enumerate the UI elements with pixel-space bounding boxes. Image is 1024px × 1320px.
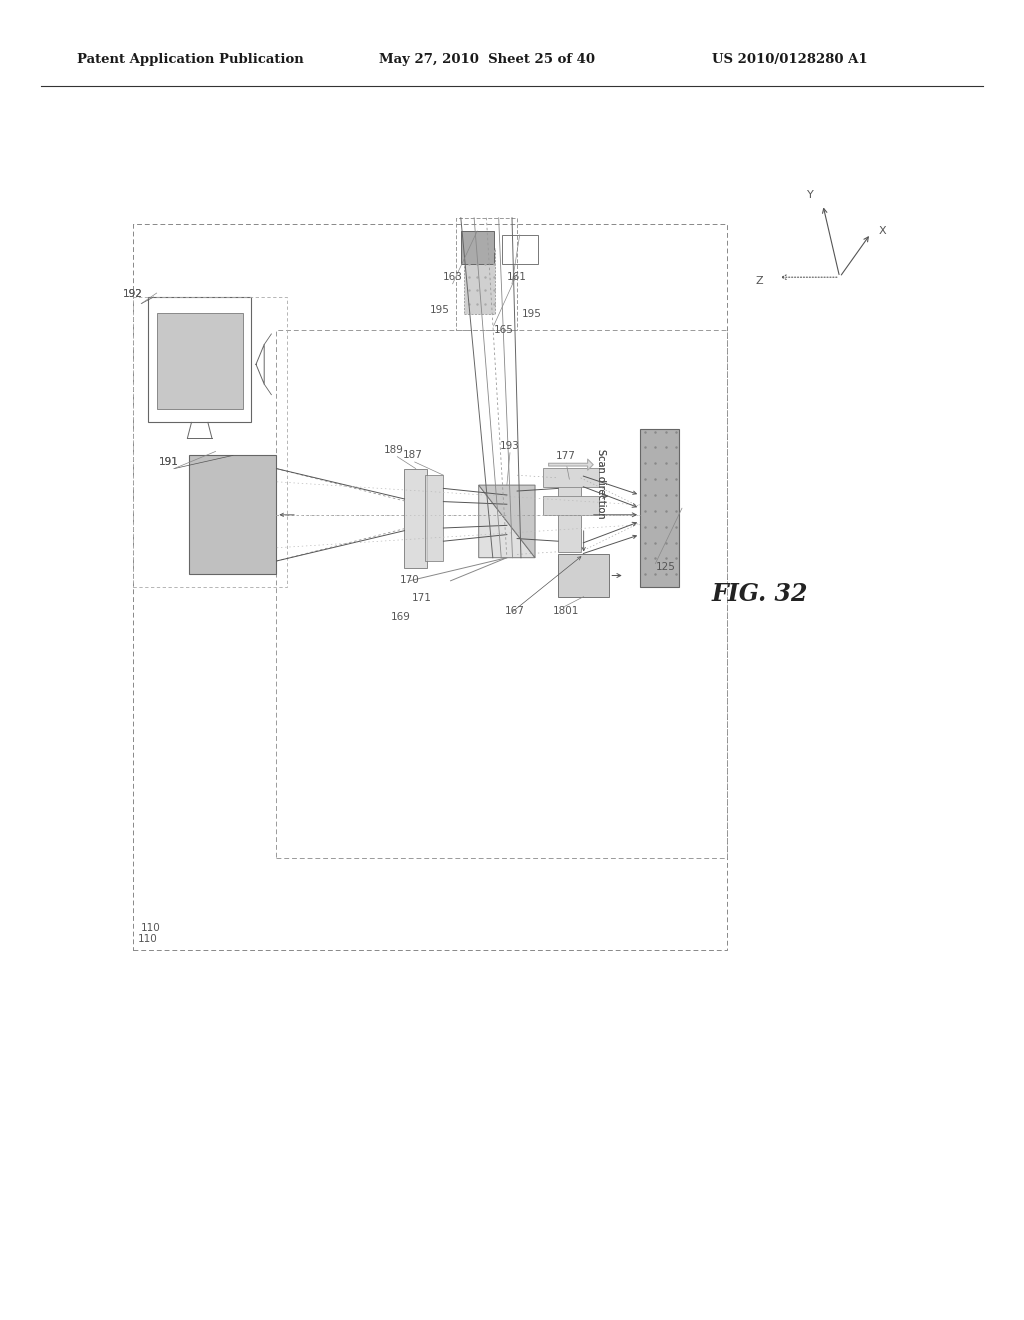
- Bar: [404, 469, 427, 568]
- Text: 192: 192: [123, 289, 142, 300]
- Text: 189: 189: [384, 445, 403, 455]
- Text: 195: 195: [430, 305, 450, 315]
- Text: 187: 187: [402, 450, 422, 461]
- Text: 177: 177: [556, 451, 575, 462]
- Text: 191: 191: [159, 457, 178, 467]
- Text: 195: 195: [522, 309, 542, 319]
- Bar: [425, 475, 443, 561]
- Text: 110: 110: [138, 933, 158, 944]
- Bar: [640, 429, 679, 587]
- Text: 191: 191: [159, 457, 178, 467]
- Bar: [543, 467, 599, 487]
- Text: Y: Y: [807, 190, 814, 201]
- Text: FIG. 32: FIG. 32: [712, 582, 808, 606]
- Bar: [456, 218, 517, 330]
- Text: 171: 171: [412, 593, 431, 603]
- Text: US 2010/0128280 A1: US 2010/0128280 A1: [712, 53, 867, 66]
- Bar: [543, 496, 599, 515]
- Text: Scan direction: Scan direction: [596, 449, 606, 519]
- Text: Scan direction: Scan direction: [596, 449, 606, 519]
- Bar: [558, 554, 609, 597]
- Bar: [133, 224, 727, 950]
- Bar: [133, 297, 287, 587]
- Text: 165: 165: [494, 325, 513, 335]
- Text: 1801: 1801: [553, 606, 580, 616]
- Bar: [502, 235, 538, 264]
- Polygon shape: [478, 486, 535, 557]
- Text: 125: 125: [655, 562, 675, 573]
- Text: 170: 170: [399, 576, 419, 586]
- Text: X: X: [879, 226, 887, 236]
- Polygon shape: [478, 486, 535, 557]
- Text: 193: 193: [500, 441, 519, 451]
- Bar: [464, 248, 495, 314]
- Bar: [157, 313, 243, 409]
- Text: Z: Z: [755, 276, 763, 286]
- Bar: [461, 231, 494, 264]
- Text: 163: 163: [442, 272, 462, 282]
- Bar: [189, 455, 276, 574]
- Text: 169: 169: [391, 612, 411, 623]
- Text: 192: 192: [123, 289, 142, 300]
- Bar: [558, 479, 581, 552]
- Text: 167: 167: [505, 606, 524, 616]
- Bar: [148, 297, 251, 422]
- Text: May 27, 2010  Sheet 25 of 40: May 27, 2010 Sheet 25 of 40: [379, 53, 595, 66]
- Bar: [276, 330, 727, 858]
- Text: 161: 161: [507, 272, 526, 282]
- Text: 110: 110: [141, 923, 161, 933]
- Text: Patent Application Publication: Patent Application Publication: [77, 53, 303, 66]
